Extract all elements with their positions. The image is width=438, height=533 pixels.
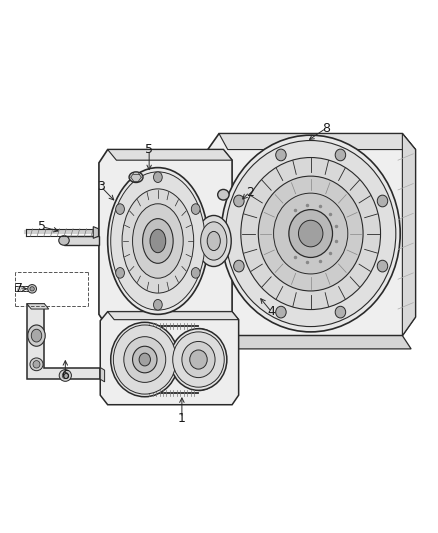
Ellipse shape bbox=[276, 306, 286, 318]
Ellipse shape bbox=[241, 158, 381, 310]
Ellipse shape bbox=[191, 268, 200, 278]
Ellipse shape bbox=[111, 172, 205, 310]
Ellipse shape bbox=[335, 306, 346, 318]
Ellipse shape bbox=[139, 353, 150, 366]
Polygon shape bbox=[99, 150, 232, 328]
Ellipse shape bbox=[133, 346, 157, 373]
Ellipse shape bbox=[59, 236, 69, 245]
Ellipse shape bbox=[122, 189, 194, 293]
Ellipse shape bbox=[274, 193, 348, 274]
Polygon shape bbox=[108, 150, 232, 160]
Text: 6: 6 bbox=[61, 369, 69, 382]
Polygon shape bbox=[27, 304, 100, 379]
Ellipse shape bbox=[133, 204, 183, 278]
Polygon shape bbox=[100, 312, 239, 405]
Text: 3: 3 bbox=[97, 180, 105, 193]
Ellipse shape bbox=[129, 172, 143, 182]
Ellipse shape bbox=[62, 372, 68, 378]
Ellipse shape bbox=[221, 135, 400, 332]
Text: 1: 1 bbox=[178, 411, 186, 424]
Ellipse shape bbox=[116, 268, 124, 278]
Polygon shape bbox=[93, 227, 99, 238]
Polygon shape bbox=[219, 134, 416, 150]
Ellipse shape bbox=[143, 219, 173, 263]
Ellipse shape bbox=[226, 141, 396, 327]
Ellipse shape bbox=[233, 260, 244, 272]
Polygon shape bbox=[403, 134, 416, 336]
Ellipse shape bbox=[153, 300, 162, 310]
Ellipse shape bbox=[153, 172, 162, 182]
Polygon shape bbox=[64, 236, 99, 245]
Polygon shape bbox=[27, 304, 49, 309]
Ellipse shape bbox=[377, 260, 388, 272]
Ellipse shape bbox=[170, 329, 227, 390]
Ellipse shape bbox=[196, 215, 231, 266]
Ellipse shape bbox=[111, 322, 179, 397]
Text: 7: 7 bbox=[15, 282, 23, 295]
Text: 2: 2 bbox=[246, 185, 254, 199]
Ellipse shape bbox=[108, 167, 208, 314]
Ellipse shape bbox=[191, 204, 200, 214]
Text: 5: 5 bbox=[145, 143, 153, 156]
Text: 5: 5 bbox=[38, 220, 46, 233]
Ellipse shape bbox=[28, 325, 45, 346]
Ellipse shape bbox=[276, 149, 286, 161]
Polygon shape bbox=[219, 336, 411, 349]
Ellipse shape bbox=[207, 231, 220, 251]
Ellipse shape bbox=[33, 361, 40, 368]
Ellipse shape bbox=[201, 222, 227, 260]
Text: 4: 4 bbox=[268, 305, 276, 318]
Ellipse shape bbox=[30, 358, 43, 370]
Ellipse shape bbox=[59, 369, 71, 381]
Ellipse shape bbox=[258, 176, 363, 291]
Ellipse shape bbox=[377, 195, 388, 207]
Ellipse shape bbox=[233, 195, 244, 207]
Ellipse shape bbox=[190, 350, 207, 369]
Ellipse shape bbox=[31, 329, 42, 342]
Polygon shape bbox=[206, 134, 416, 336]
Polygon shape bbox=[100, 368, 105, 382]
Ellipse shape bbox=[124, 337, 166, 382]
Polygon shape bbox=[108, 312, 239, 320]
Text: 8: 8 bbox=[322, 122, 330, 135]
Ellipse shape bbox=[182, 342, 215, 377]
Ellipse shape bbox=[218, 189, 229, 200]
Ellipse shape bbox=[30, 287, 34, 291]
Ellipse shape bbox=[335, 149, 346, 161]
Ellipse shape bbox=[289, 209, 332, 257]
Ellipse shape bbox=[298, 220, 323, 247]
Ellipse shape bbox=[173, 332, 224, 387]
Ellipse shape bbox=[116, 204, 124, 214]
Ellipse shape bbox=[150, 229, 166, 253]
Ellipse shape bbox=[28, 285, 36, 293]
Ellipse shape bbox=[113, 325, 176, 394]
